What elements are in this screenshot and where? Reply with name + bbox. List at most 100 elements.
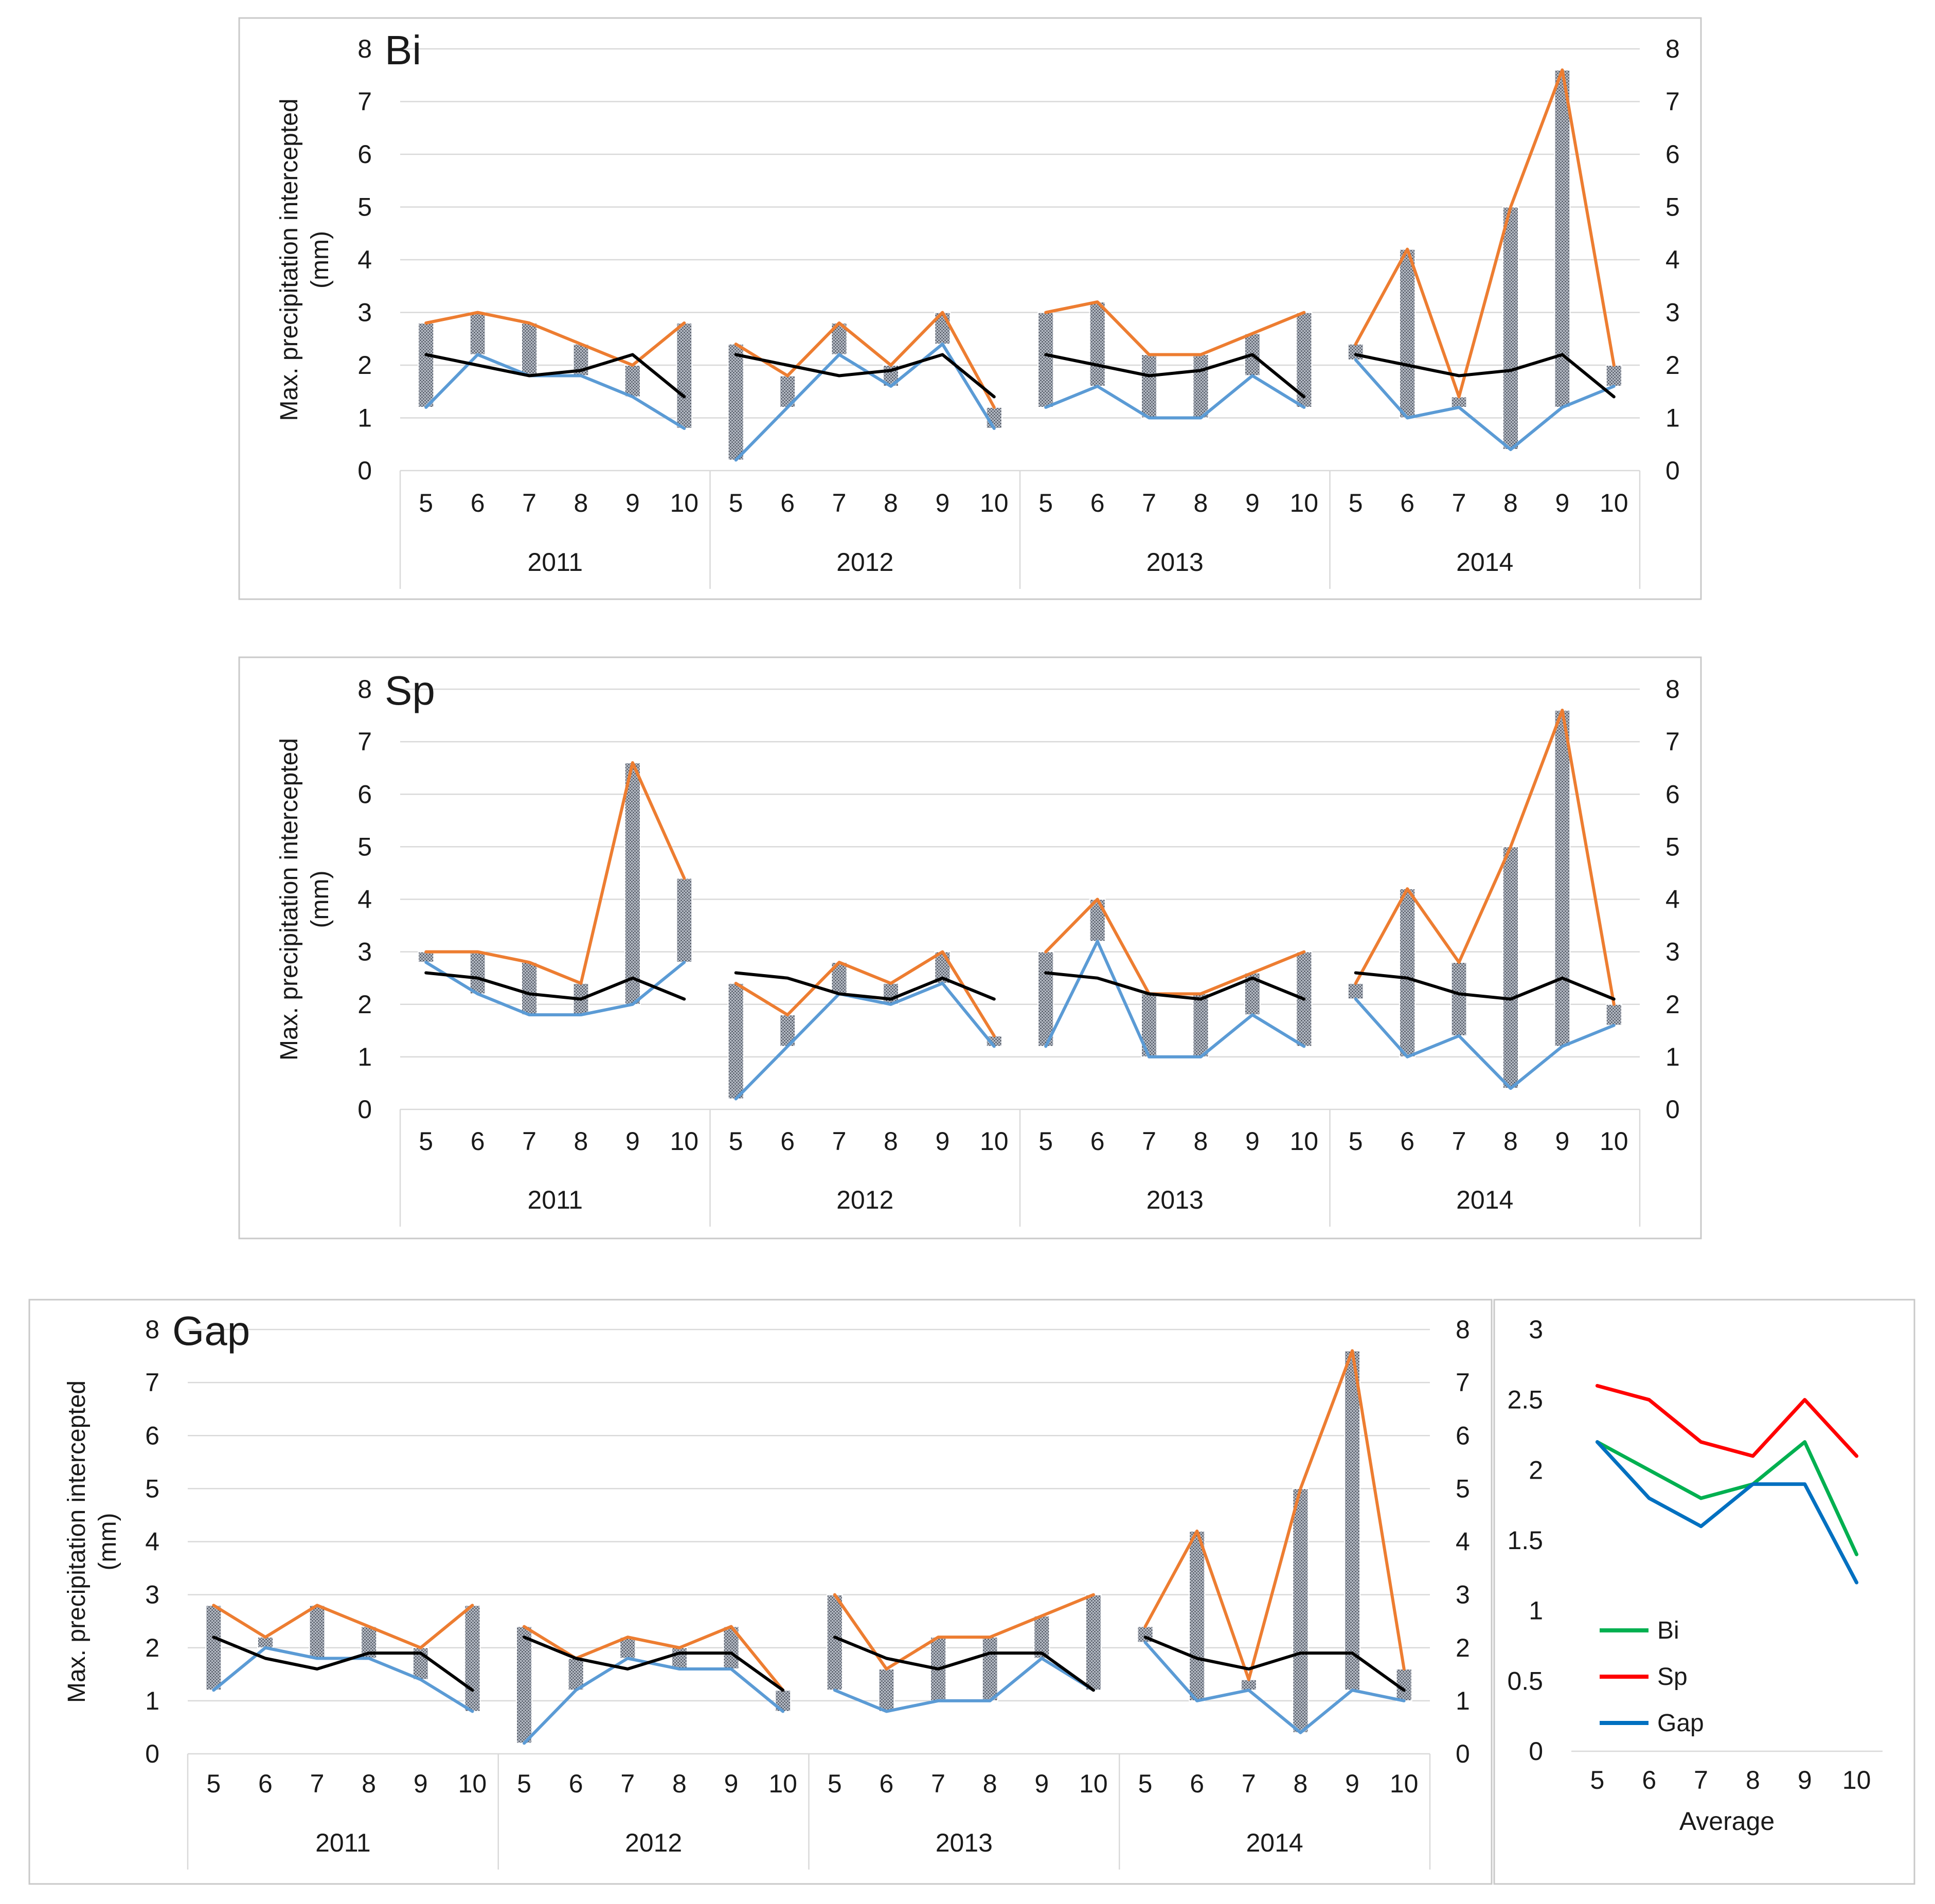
- y-tick: 2: [1529, 1456, 1543, 1484]
- x-tick-month: 7: [522, 489, 536, 517]
- series-line-lower: [833, 1657, 1095, 1713]
- x-tick-month: 10: [1079, 1769, 1108, 1798]
- series-line-bi: [1595, 1440, 1859, 1556]
- y-tick-left: 8: [145, 1315, 159, 1344]
- y-tick-left: 2: [357, 351, 372, 380]
- series-line-lower: [734, 343, 996, 462]
- x-tick-month: 5: [729, 1127, 743, 1156]
- x-tick-month: 5: [828, 1769, 842, 1798]
- panel-title: Gap: [172, 1308, 250, 1354]
- y-tick-right: 7: [1665, 87, 1680, 116]
- range-bar: [205, 1605, 222, 1691]
- x-tick-month: 6: [471, 489, 485, 517]
- series-line-lower: [1143, 1641, 1406, 1734]
- x-tick-month: 8: [1194, 489, 1208, 517]
- x-tick-month: 5: [1590, 1766, 1605, 1794]
- x-tick-month: 6: [1090, 489, 1105, 517]
- range-bar: [1192, 354, 1209, 419]
- x-tick-month: 8: [1503, 489, 1518, 517]
- range-bar: [464, 1605, 481, 1712]
- y-tick: 3: [1529, 1315, 1543, 1344]
- x-tick-year: 2013: [1146, 1185, 1204, 1214]
- series-line-mean: [833, 1636, 1095, 1692]
- series-line-upper: [212, 1604, 474, 1649]
- x-tick-month: 8: [983, 1769, 997, 1798]
- y-tick-right: 7: [1456, 1368, 1470, 1397]
- x-tick-month: 6: [1090, 1127, 1105, 1156]
- x-tick-month: 6: [780, 1127, 795, 1156]
- y-tick-right: 0: [1665, 456, 1680, 485]
- x-tick-month: 8: [574, 489, 588, 517]
- y-tick-right: 6: [1456, 1421, 1470, 1450]
- range-bar: [418, 322, 435, 408]
- series-line-lower: [523, 1657, 785, 1745]
- panel-title: Bi: [385, 27, 421, 73]
- series-line-mean: [1354, 971, 1616, 1001]
- x-tick-month: 10: [458, 1769, 487, 1798]
- range-bar: [727, 982, 744, 1100]
- x-tick-month: 9: [935, 489, 949, 517]
- y-tick: 2.5: [1507, 1386, 1543, 1414]
- x-tick-month: 10: [768, 1769, 797, 1798]
- x-tick-year: 2012: [836, 1185, 893, 1214]
- y-tick-left: 7: [145, 1368, 159, 1397]
- range-bar: [521, 962, 538, 1016]
- x-tick-month: 5: [1038, 1127, 1053, 1156]
- y-tick-left: 4: [357, 885, 372, 914]
- y-tick-right: 4: [1665, 885, 1680, 914]
- y-tick-right: 1: [1665, 1043, 1680, 1071]
- panel-title: Sp: [385, 668, 435, 713]
- x-tick-month: 6: [1642, 1766, 1656, 1794]
- y-tick: 0.5: [1507, 1666, 1543, 1695]
- x-tick-month: 10: [670, 489, 698, 517]
- x-tick-month: 9: [1034, 1769, 1049, 1798]
- y-tick-left: 2: [357, 990, 372, 1019]
- x-tick-month: 7: [310, 1769, 325, 1798]
- range-bar: [1085, 1594, 1102, 1691]
- y-tick-right: 6: [1665, 140, 1680, 169]
- x-tick-month: 7: [522, 1127, 536, 1156]
- x-tick-month: 8: [1746, 1766, 1760, 1794]
- x-tick-month: 10: [1600, 489, 1628, 517]
- series-line-mean: [734, 971, 996, 1001]
- x-tick-month: 7: [620, 1769, 635, 1798]
- range-bar: [878, 1668, 895, 1712]
- range-bar: [1344, 1350, 1361, 1691]
- range-bar: [1502, 206, 1519, 450]
- range-bar: [1347, 982, 1364, 1000]
- y-tick-left: 2: [145, 1633, 159, 1662]
- x-tick-month: 10: [980, 1127, 1009, 1156]
- x-tick-month: 7: [1142, 1127, 1156, 1156]
- x-tick-month: 6: [471, 1127, 485, 1156]
- x-tick-month: 10: [1390, 1769, 1419, 1798]
- x-tick-month: 5: [517, 1769, 531, 1798]
- x-tick-month: 5: [1349, 489, 1363, 517]
- series-line-gap: [1595, 1440, 1859, 1585]
- y-tick-left: 8: [357, 675, 372, 704]
- range-bar: [521, 322, 538, 376]
- series-line-mean: [212, 1636, 474, 1692]
- x-tick-month: 5: [1138, 1769, 1153, 1798]
- y-tick-left: 5: [145, 1474, 159, 1503]
- x-tick-month: 8: [1194, 1127, 1208, 1156]
- series-line-mean: [1143, 1636, 1406, 1692]
- y-tick-left: 1: [357, 404, 372, 433]
- series-line-mean: [424, 971, 686, 1001]
- y-tick-left: 5: [357, 832, 372, 861]
- series-line-sp: [1595, 1384, 1859, 1458]
- x-tick-month: 5: [419, 489, 433, 517]
- x-tick-month: 9: [1345, 1769, 1359, 1798]
- series-line-lower: [1044, 374, 1306, 420]
- x-tick-year: 2014: [1246, 1828, 1303, 1857]
- y-tick-left: 7: [357, 87, 372, 116]
- chart-panel-sp: 0 0 1 1 2 2 3 3 4 4 5 5 6 6 7 7 8 8 Max. precipitation int…: [238, 656, 1702, 1240]
- range-bar: [469, 312, 486, 355]
- y-tick-left: 1: [145, 1686, 159, 1715]
- x-tick-month: 10: [670, 1127, 698, 1156]
- y-tick-right: 8: [1665, 675, 1680, 704]
- chart-frame: [238, 656, 1702, 1240]
- x-tick-month: 9: [414, 1769, 428, 1798]
- x-tick-month: 9: [625, 489, 640, 517]
- range-bar: [1192, 993, 1209, 1057]
